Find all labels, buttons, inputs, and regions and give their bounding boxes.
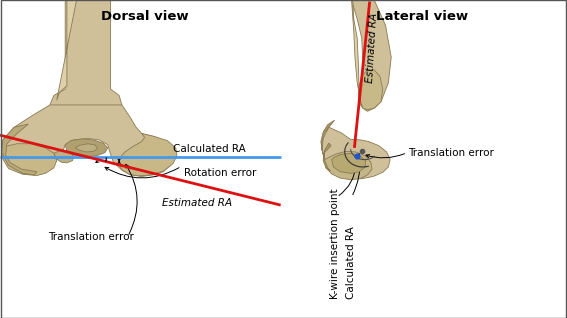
Text: Estimated RA: Estimated RA — [162, 198, 232, 208]
Polygon shape — [75, 144, 98, 152]
Text: K-wire insertion point: K-wire insertion point — [330, 188, 340, 299]
Polygon shape — [119, 134, 177, 176]
Text: Estimated RA: Estimated RA — [365, 12, 379, 83]
Text: Translation error: Translation error — [48, 232, 134, 242]
Polygon shape — [2, 124, 37, 175]
Polygon shape — [322, 127, 390, 179]
Polygon shape — [352, 0, 391, 111]
Polygon shape — [2, 144, 57, 176]
Text: Translation error: Translation error — [408, 148, 494, 158]
Polygon shape — [2, 105, 175, 176]
Text: Calculated RA: Calculated RA — [346, 226, 356, 299]
Polygon shape — [50, 0, 122, 127]
Polygon shape — [57, 0, 77, 100]
Polygon shape — [352, 0, 363, 108]
Text: Lateral view: Lateral view — [376, 10, 468, 23]
Polygon shape — [54, 150, 74, 163]
Polygon shape — [324, 151, 372, 180]
Polygon shape — [332, 153, 366, 173]
Polygon shape — [323, 143, 331, 171]
Text: Rotation error: Rotation error — [184, 168, 257, 178]
Polygon shape — [321, 120, 335, 158]
Polygon shape — [358, 70, 383, 110]
Polygon shape — [65, 139, 108, 156]
Text: Dorsal view: Dorsal view — [101, 10, 188, 23]
Text: Calculated RA: Calculated RA — [173, 144, 246, 154]
